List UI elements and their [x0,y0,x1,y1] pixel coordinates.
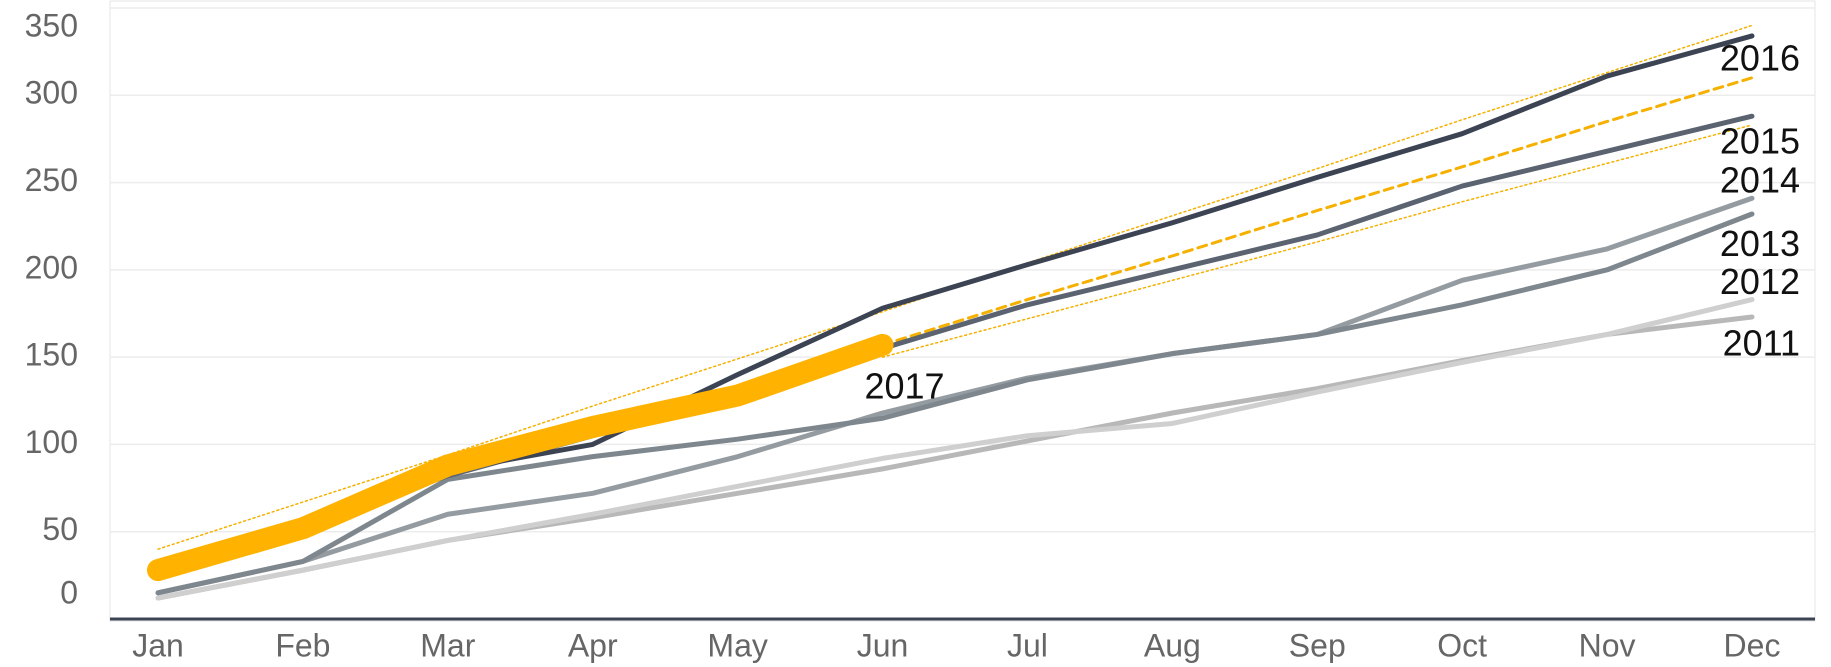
x-tick-label: Sep [1289,627,1346,663]
series-line [155,297,1755,601]
trend-line [881,124,1753,358]
series-label: 2012 [1720,261,1800,302]
series-label: 2011 [1723,323,1800,364]
series-line [147,333,894,582]
x-tick-label: Apr [568,627,618,663]
x-tick-label: May [707,627,767,663]
series-label: 2015 [1720,121,1800,162]
y-tick-label: 300 [25,75,78,111]
x-tick-label: Mar [420,627,475,663]
plot-frame [109,0,1816,622]
series-label: 2016 [1720,37,1800,78]
x-tick-label: Aug [1144,627,1201,663]
x-tick-label: Dec [1724,627,1781,663]
x-tick-label: Oct [1437,627,1487,663]
y-tick-label: 150 [25,337,78,373]
y-tick-label: 350 [25,7,78,43]
y-tick-label: 250 [25,162,78,198]
y-tick-label: 200 [25,249,78,285]
series-label: 2013 [1720,223,1800,264]
x-tick-label: Nov [1579,627,1636,663]
series-line [155,314,1755,601]
trend-line [881,76,1754,347]
y-tick-label: 100 [25,424,78,460]
series-label: 2017 [864,365,944,406]
x-tick-label: Jun [857,627,909,663]
x-tick-label: Feb [275,627,330,663]
series-line [155,211,1755,596]
x-tick-label: Jul [1007,627,1048,663]
x-tick-label: Jan [132,627,184,663]
y-tick-label: 0 [60,574,78,610]
trend-line [157,24,1753,550]
series-label: 2014 [1720,160,1800,201]
series-line [155,195,1755,596]
y-tick-label: 50 [42,511,78,547]
